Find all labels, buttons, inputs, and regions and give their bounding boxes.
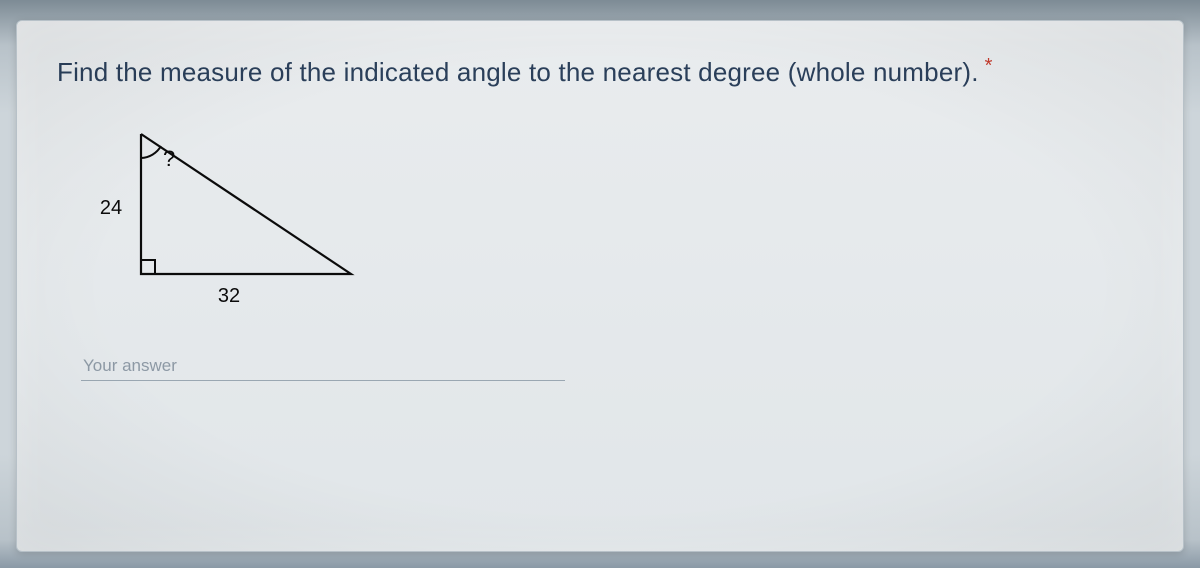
question-card: Find the measure of the indicated angle … xyxy=(16,20,1184,552)
question-text: Find the measure of the indicated angle … xyxy=(57,57,979,88)
answer-row xyxy=(81,352,1143,381)
triangle-svg: 24 32 ? xyxy=(81,124,381,324)
side-label-horizontal: 32 xyxy=(218,285,240,307)
required-marker: * xyxy=(985,55,993,78)
side-label-vertical: 24 xyxy=(100,197,122,219)
triangle-diagram: 24 32 ? xyxy=(81,124,381,324)
angle-arc xyxy=(141,146,161,158)
angle-label-question: ? xyxy=(163,146,175,171)
answer-input[interactable] xyxy=(81,352,565,381)
page-background: Find the measure of the indicated angle … xyxy=(0,0,1200,568)
question-row: Find the measure of the indicated angle … xyxy=(57,57,1143,88)
right-angle-icon xyxy=(141,260,155,274)
